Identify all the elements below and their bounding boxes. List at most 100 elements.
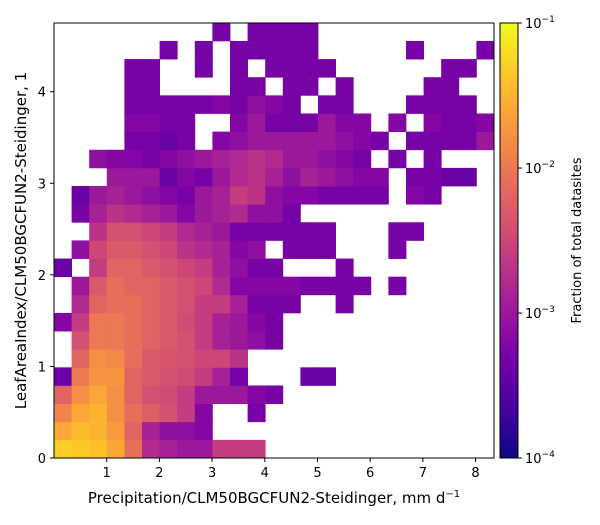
heatmap-cell <box>247 95 266 114</box>
heatmap-cell <box>406 95 424 114</box>
heatmap-cell <box>247 40 266 60</box>
heatmap-cell <box>212 367 231 386</box>
heatmap-cell <box>89 294 108 314</box>
heatmap-cell <box>353 113 372 133</box>
heatmap-cell <box>142 276 160 296</box>
heatmap-cell <box>142 222 160 241</box>
heatmap-cell <box>318 240 336 259</box>
heatmap-cell <box>406 40 424 60</box>
heatmap-cell <box>142 113 160 133</box>
heatmap-cell <box>124 222 143 241</box>
heatmap-cell <box>247 131 266 151</box>
heatmap-cell <box>230 149 248 169</box>
heatmap-cell <box>265 276 284 296</box>
heatmap-cell <box>423 77 442 96</box>
heatmap-cell <box>159 167 178 187</box>
heatmap-cell <box>282 40 301 60</box>
heatmap-cell <box>124 240 143 259</box>
heatmap-cell <box>177 186 196 205</box>
heatmap-cell <box>124 421 143 441</box>
heatmap-cell <box>106 439 125 459</box>
heatmap-cell <box>458 59 477 78</box>
heatmap-cell <box>406 167 424 187</box>
heatmap-cell <box>124 312 143 332</box>
heatmap-cell <box>124 349 143 368</box>
heatmap-cell <box>89 149 108 169</box>
heatmap-cell <box>212 186 231 205</box>
heatmap-cell <box>441 77 460 96</box>
heatmap-cell <box>318 167 336 187</box>
heatmap-cell <box>159 204 178 223</box>
heatmap-cell <box>177 95 196 114</box>
heatmap-cell <box>212 312 231 332</box>
heatmap-cell <box>142 439 160 459</box>
heatmap-cell <box>124 439 143 459</box>
heatmap-cell <box>265 186 284 205</box>
heatmap-cell <box>282 59 301 78</box>
heatmap-cell <box>247 23 266 42</box>
heatmap-cell <box>230 59 248 78</box>
heatmap-cell <box>106 294 125 314</box>
heatmap-cell <box>142 204 160 223</box>
heatmap-cell <box>265 258 284 278</box>
heatmap-cell <box>212 95 231 114</box>
heatmap-cell <box>212 240 231 259</box>
heatmap-cell <box>177 131 196 151</box>
heatmap-cell <box>106 421 125 441</box>
colorbar-tick-label: 10−2 <box>525 160 555 177</box>
y-tick-label: 4 <box>38 86 46 101</box>
heatmap-cell <box>335 294 354 314</box>
heatmap-cell <box>177 439 196 459</box>
heatmap-cell <box>54 421 72 441</box>
heatmap-cell <box>282 294 301 314</box>
heatmap-cell <box>212 167 231 187</box>
heatmap-cell <box>89 349 108 368</box>
heatmap-cell <box>282 95 301 114</box>
heatmap-cell <box>265 312 284 332</box>
colorbar-tick-label: 10−3 <box>525 305 555 322</box>
heatmap-cell <box>212 294 231 314</box>
heatmap-cell <box>458 167 477 187</box>
heatmap-cell <box>335 258 354 278</box>
heatmap-cell <box>423 149 442 169</box>
heatmap-cell <box>318 95 336 114</box>
heatmap-cell <box>441 59 460 78</box>
heatmap-cell <box>247 331 266 350</box>
heatmap-cell <box>159 349 178 368</box>
heatmap-cell <box>230 385 248 404</box>
heatmap-cell <box>89 439 108 459</box>
heatmap-cell <box>194 204 213 223</box>
heatmap-cell <box>142 186 160 205</box>
heatmap-cell <box>282 167 301 187</box>
heatmap-cell <box>106 258 125 278</box>
x-axis-label: Precipitation/CLM50BGCFUN2-Steidinger, m… <box>88 489 460 507</box>
heatmap-cell <box>194 258 213 278</box>
y-axis-label: LeafAreaIndex/CLM50BGCFUN2-Steidinger, 1 <box>12 72 30 409</box>
plot-frame <box>53 22 495 459</box>
heatmap-cell <box>89 331 108 350</box>
heatmap-cell <box>177 421 196 441</box>
heatmap-cell <box>265 294 284 314</box>
heatmap-cell <box>142 385 160 404</box>
heatmap-cell <box>124 131 143 151</box>
heatmap-cell <box>159 331 178 350</box>
heatmap-cell <box>335 186 354 205</box>
heatmap-cell <box>142 294 160 314</box>
heatmap-cell <box>71 294 90 314</box>
x-axis: 1 2 3 4 5 6 7 8 <box>103 458 480 481</box>
heatmap-cell <box>177 240 196 259</box>
heatmap-cell <box>247 294 266 314</box>
heatmap-cell <box>318 367 336 386</box>
heatmap-cell <box>71 439 90 459</box>
heatmap-cell <box>212 439 231 459</box>
heatmap-cell <box>71 403 90 423</box>
y-tick-label: 1 <box>38 360 46 375</box>
heatmap-cell <box>423 113 442 133</box>
heatmap-cell <box>300 222 319 241</box>
heatmap-cell <box>71 331 90 350</box>
heatmap-cell <box>124 294 143 314</box>
heatmap-cell <box>71 276 90 296</box>
heatmap-cell <box>106 240 125 259</box>
heatmap-cell <box>212 258 231 278</box>
heatmap-cell <box>230 367 248 386</box>
